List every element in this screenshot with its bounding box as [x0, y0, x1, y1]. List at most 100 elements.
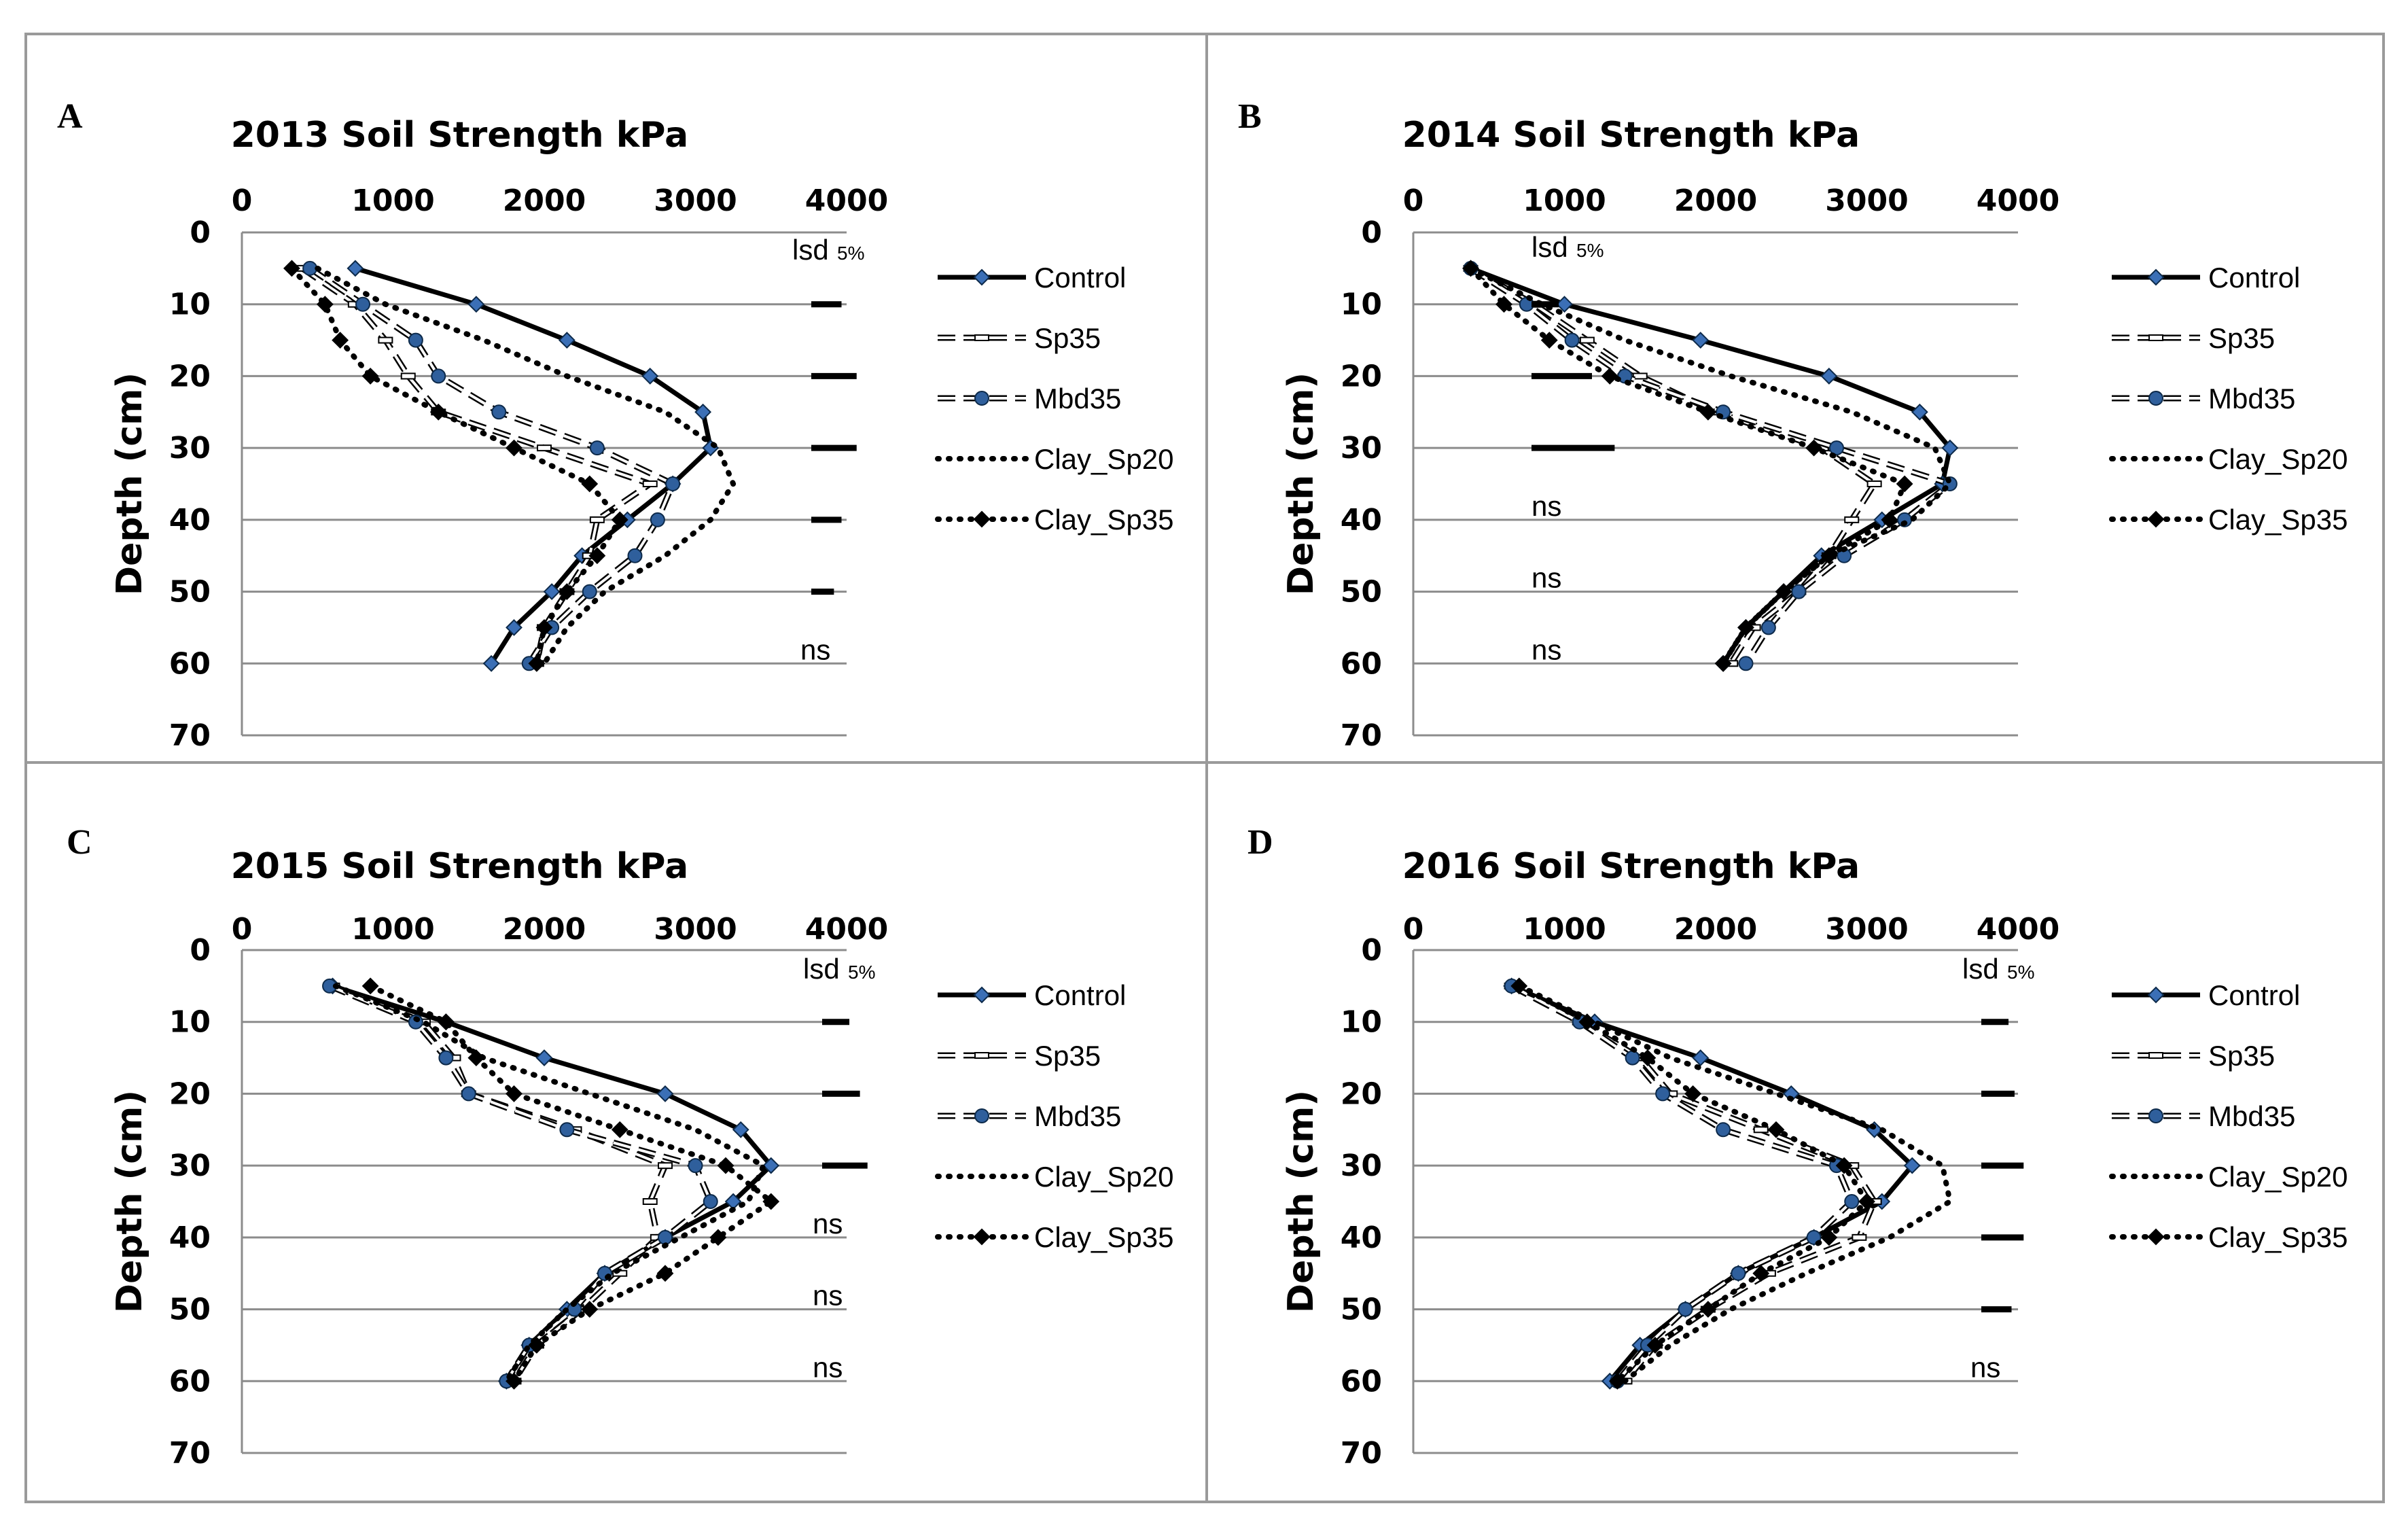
chart-c-xtick-1000: 1000 — [351, 912, 434, 947]
chart-b-series-clay-sp35-point-35 — [1896, 475, 1913, 493]
chart-a-series-control-point-20 — [641, 368, 659, 385]
chart-c-ytick-30: 30 — [169, 1149, 211, 1183]
panel-a: A 2013 Soil Strength kPa 0 10 20 30 40 50 60 70 0 1… — [24, 33, 1208, 764]
panel-b: B 2014 Soil Strength kPa 0 10 20 30 40 50 60 70 0 1… — [1205, 33, 2385, 764]
chart-b-series-clay-sp35-point-25 — [1699, 403, 1717, 421]
chart-a-series-control-point-50 — [543, 583, 561, 600]
chart-a-legend-sp35-marker — [974, 334, 989, 341]
chart-d-series-clay-sp35-point-5 — [1510, 977, 1528, 995]
chart-d-ytick-60: 60 — [1341, 1364, 1382, 1399]
chart-b-legend-mbd35: Mbd35 — [2112, 383, 2295, 415]
chart-a-series-control — [347, 260, 720, 672]
chart-b-series-clay-sp35-point-20 — [1601, 368, 1618, 385]
chart-c-series-mbd35-point-30 — [688, 1158, 703, 1174]
chart-c-legend-clay-sp20-label: Clay_Sp20 — [1034, 1161, 1173, 1193]
chart-b-series-mbd35-point-55 — [1760, 620, 1776, 635]
chart-d-ytick-10: 10 — [1341, 1005, 1382, 1040]
chart-d-series-clay-sp20 — [1516, 983, 1953, 1384]
chart-c-svg: C 2015 Soil Strength kPa 0 10 20 30 40 50 60 70 0 1… — [67, 823, 1173, 1471]
chart-a-ytick-20: 20 — [169, 359, 211, 393]
chart-a-series-clay-sp35-point-35 — [581, 475, 599, 493]
chart-a-xtick-2000: 2000 — [503, 183, 586, 218]
chart-b-series-clay-sp35-point-45 — [1820, 547, 1838, 565]
chart-d-ytick-0: 0 — [1361, 933, 1382, 968]
chart-c-ytick-10: 10 — [169, 1005, 211, 1040]
chart-a-series-control-point-25 — [694, 403, 712, 421]
chart-c-title: 2015 Soil Strength kPa — [231, 846, 689, 887]
chart-c-ns-40: ns — [813, 1208, 843, 1240]
chart-b-ytick-50: 50 — [1341, 575, 1382, 610]
chart-b-series-clay-sp35-point-50 — [1775, 583, 1792, 600]
chart-c-series-clay-sp35-point-40 — [709, 1229, 727, 1246]
chart-b-series-clay-sp35-point-15 — [1540, 332, 1558, 349]
chart-c-series-mbd35-point-40 — [658, 1229, 673, 1245]
chart-c-ytick-40: 40 — [169, 1221, 211, 1255]
chart-d-series-clay-sp35-point-10 — [1578, 1013, 1596, 1031]
chart-c-ylabel: Depth (cm) — [109, 1090, 150, 1313]
chart-d-series-clay-sp35-point-50 — [1699, 1301, 1717, 1318]
chart-d-legend-control-label: Control — [2208, 979, 2300, 1011]
chart-a-series-sp35 — [295, 264, 658, 667]
chart-c-legend-control-marker — [973, 986, 991, 1004]
chart-c-series-clay-sp35-point-10 — [437, 1013, 455, 1031]
chart-a-title: 2013 Soil Strength kPa — [231, 115, 689, 156]
chart-b-series-clay-sp20 — [1468, 265, 1953, 667]
chart-d-series-mbd35-line — [1510, 985, 1854, 1382]
chart-b-ytick-10: 10 — [1341, 287, 1382, 322]
chart-a-ytick-30: 30 — [169, 431, 211, 466]
chart-b-series-mbd35 — [1463, 260, 1958, 671]
chart-b-series-clay-sp35-point-10 — [1495, 296, 1512, 313]
chart-d-ytick-70: 70 — [1341, 1436, 1382, 1471]
chart-a-series-sp35-point-35 — [642, 480, 658, 487]
chart-b-series-clay-sp35-point-60 — [1714, 654, 1732, 672]
chart-c-legend-control: Control — [938, 979, 1126, 1011]
chart-c-ytick-70: 70 — [169, 1436, 211, 1471]
chart-d-series-mbd35-point-50 — [1678, 1301, 1693, 1317]
chart-d-xtick-4000: 4000 — [1977, 912, 2059, 947]
chart-b-legend-clay-sp35-label: Clay_Sp35 — [2208, 504, 2348, 536]
chart-b-series-control-line — [1470, 266, 1953, 665]
chart-d-xtick-0: 0 — [1403, 912, 1424, 947]
chart-b-legend-sp35-label: Sp35 — [2208, 322, 2275, 354]
chart-a-series-sp35-point-40 — [589, 516, 605, 523]
chart-c-series-mbd35-point-25 — [559, 1122, 575, 1138]
chart-c-xtick-2000: 2000 — [503, 912, 586, 947]
chart-c-legend-clay-sp35-marker — [973, 1228, 991, 1246]
chart-a-series-clay-sp20-line — [315, 265, 737, 667]
chart-b-xtick-4000: 4000 — [1977, 183, 2059, 218]
chart-b-legend-mbd35-marker — [2148, 391, 2163, 406]
chart-c-series-clay-sp35-point-15 — [467, 1049, 485, 1066]
chart-d-series-mbd35-point-20 — [1655, 1086, 1671, 1102]
chart-a-series-clay-sp35-point-55 — [535, 619, 553, 636]
chart-c-series-clay-sp35-point-60 — [506, 1372, 523, 1390]
chart-a-legend-clay-sp20-label: Clay_Sp20 — [1034, 443, 1173, 475]
chart-d-series-clay-sp20-line — [1516, 983, 1953, 1384]
chart-b-legend-control-marker — [2147, 268, 2165, 286]
chart-c-ytick-60: 60 — [169, 1364, 211, 1399]
chart-b-series-control-point-20 — [1820, 368, 1838, 385]
chart-a-legend-sp35: Sp35 — [938, 322, 1101, 354]
chart-a-series-clay-sp35-point-5 — [283, 260, 300, 277]
chart-b-series-mbd35-line — [1470, 267, 1951, 665]
chart-a-series-clay-sp35-point-10 — [316, 296, 334, 313]
chart-d-legend-control: Control — [2112, 979, 2300, 1011]
chart-d-title: 2016 Soil Strength kPa — [1402, 846, 1860, 887]
chart-b-series-control-point-30 — [1941, 439, 1959, 457]
chart-c-series-control-point-15 — [535, 1049, 553, 1066]
chart-c-series-sp35-line — [332, 985, 667, 1382]
chart-c-legend-sp35-marker — [974, 1052, 989, 1059]
chart-b-series-mbd35-line-outline — [1469, 266, 1953, 665]
chart-d-legend-mbd35-label: Mbd35 — [2208, 1100, 2295, 1132]
chart-a-legend-clay-sp35-label: Clay_Sp35 — [1034, 504, 1173, 536]
chart-c-ns-50: ns — [813, 1280, 843, 1312]
chart-d-legend-sp35-marker — [2148, 1052, 2163, 1059]
chart-a-series-control-line — [354, 266, 713, 665]
chart-a-series-mbd35-point-25 — [491, 404, 507, 420]
chart-a-legend-clay-sp20: Clay_Sp20 — [935, 443, 1173, 475]
chart-c-series-mbd35-point-35 — [703, 1194, 718, 1209]
chart-d-legend-clay-sp20: Clay_Sp20 — [2109, 1161, 2348, 1193]
chart-b-title: 2014 Soil Strength kPa — [1402, 115, 1860, 156]
chart-d-series-mbd35-point-15 — [1625, 1050, 1640, 1066]
panel-a-letter: A — [57, 97, 83, 136]
chart-c-legend-mbd35-marker — [974, 1108, 989, 1123]
